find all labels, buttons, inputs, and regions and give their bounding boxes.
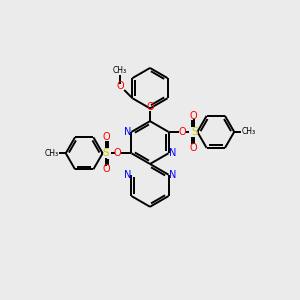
- Text: S: S: [191, 127, 198, 137]
- Text: O: O: [116, 81, 124, 91]
- Text: O: O: [179, 127, 187, 136]
- Text: N: N: [169, 170, 176, 180]
- Text: O: O: [113, 148, 121, 158]
- Text: S: S: [102, 148, 109, 158]
- Text: O: O: [189, 143, 197, 153]
- Text: O: O: [103, 132, 111, 142]
- Text: CH₃: CH₃: [242, 128, 256, 136]
- Text: CH₃: CH₃: [44, 149, 58, 158]
- Text: O: O: [146, 102, 154, 112]
- Text: N: N: [169, 148, 176, 158]
- Text: N: N: [124, 127, 131, 137]
- Text: O: O: [103, 164, 111, 174]
- Text: O: O: [189, 111, 197, 121]
- Text: CH₃: CH₃: [113, 66, 127, 75]
- Text: N: N: [124, 170, 131, 180]
